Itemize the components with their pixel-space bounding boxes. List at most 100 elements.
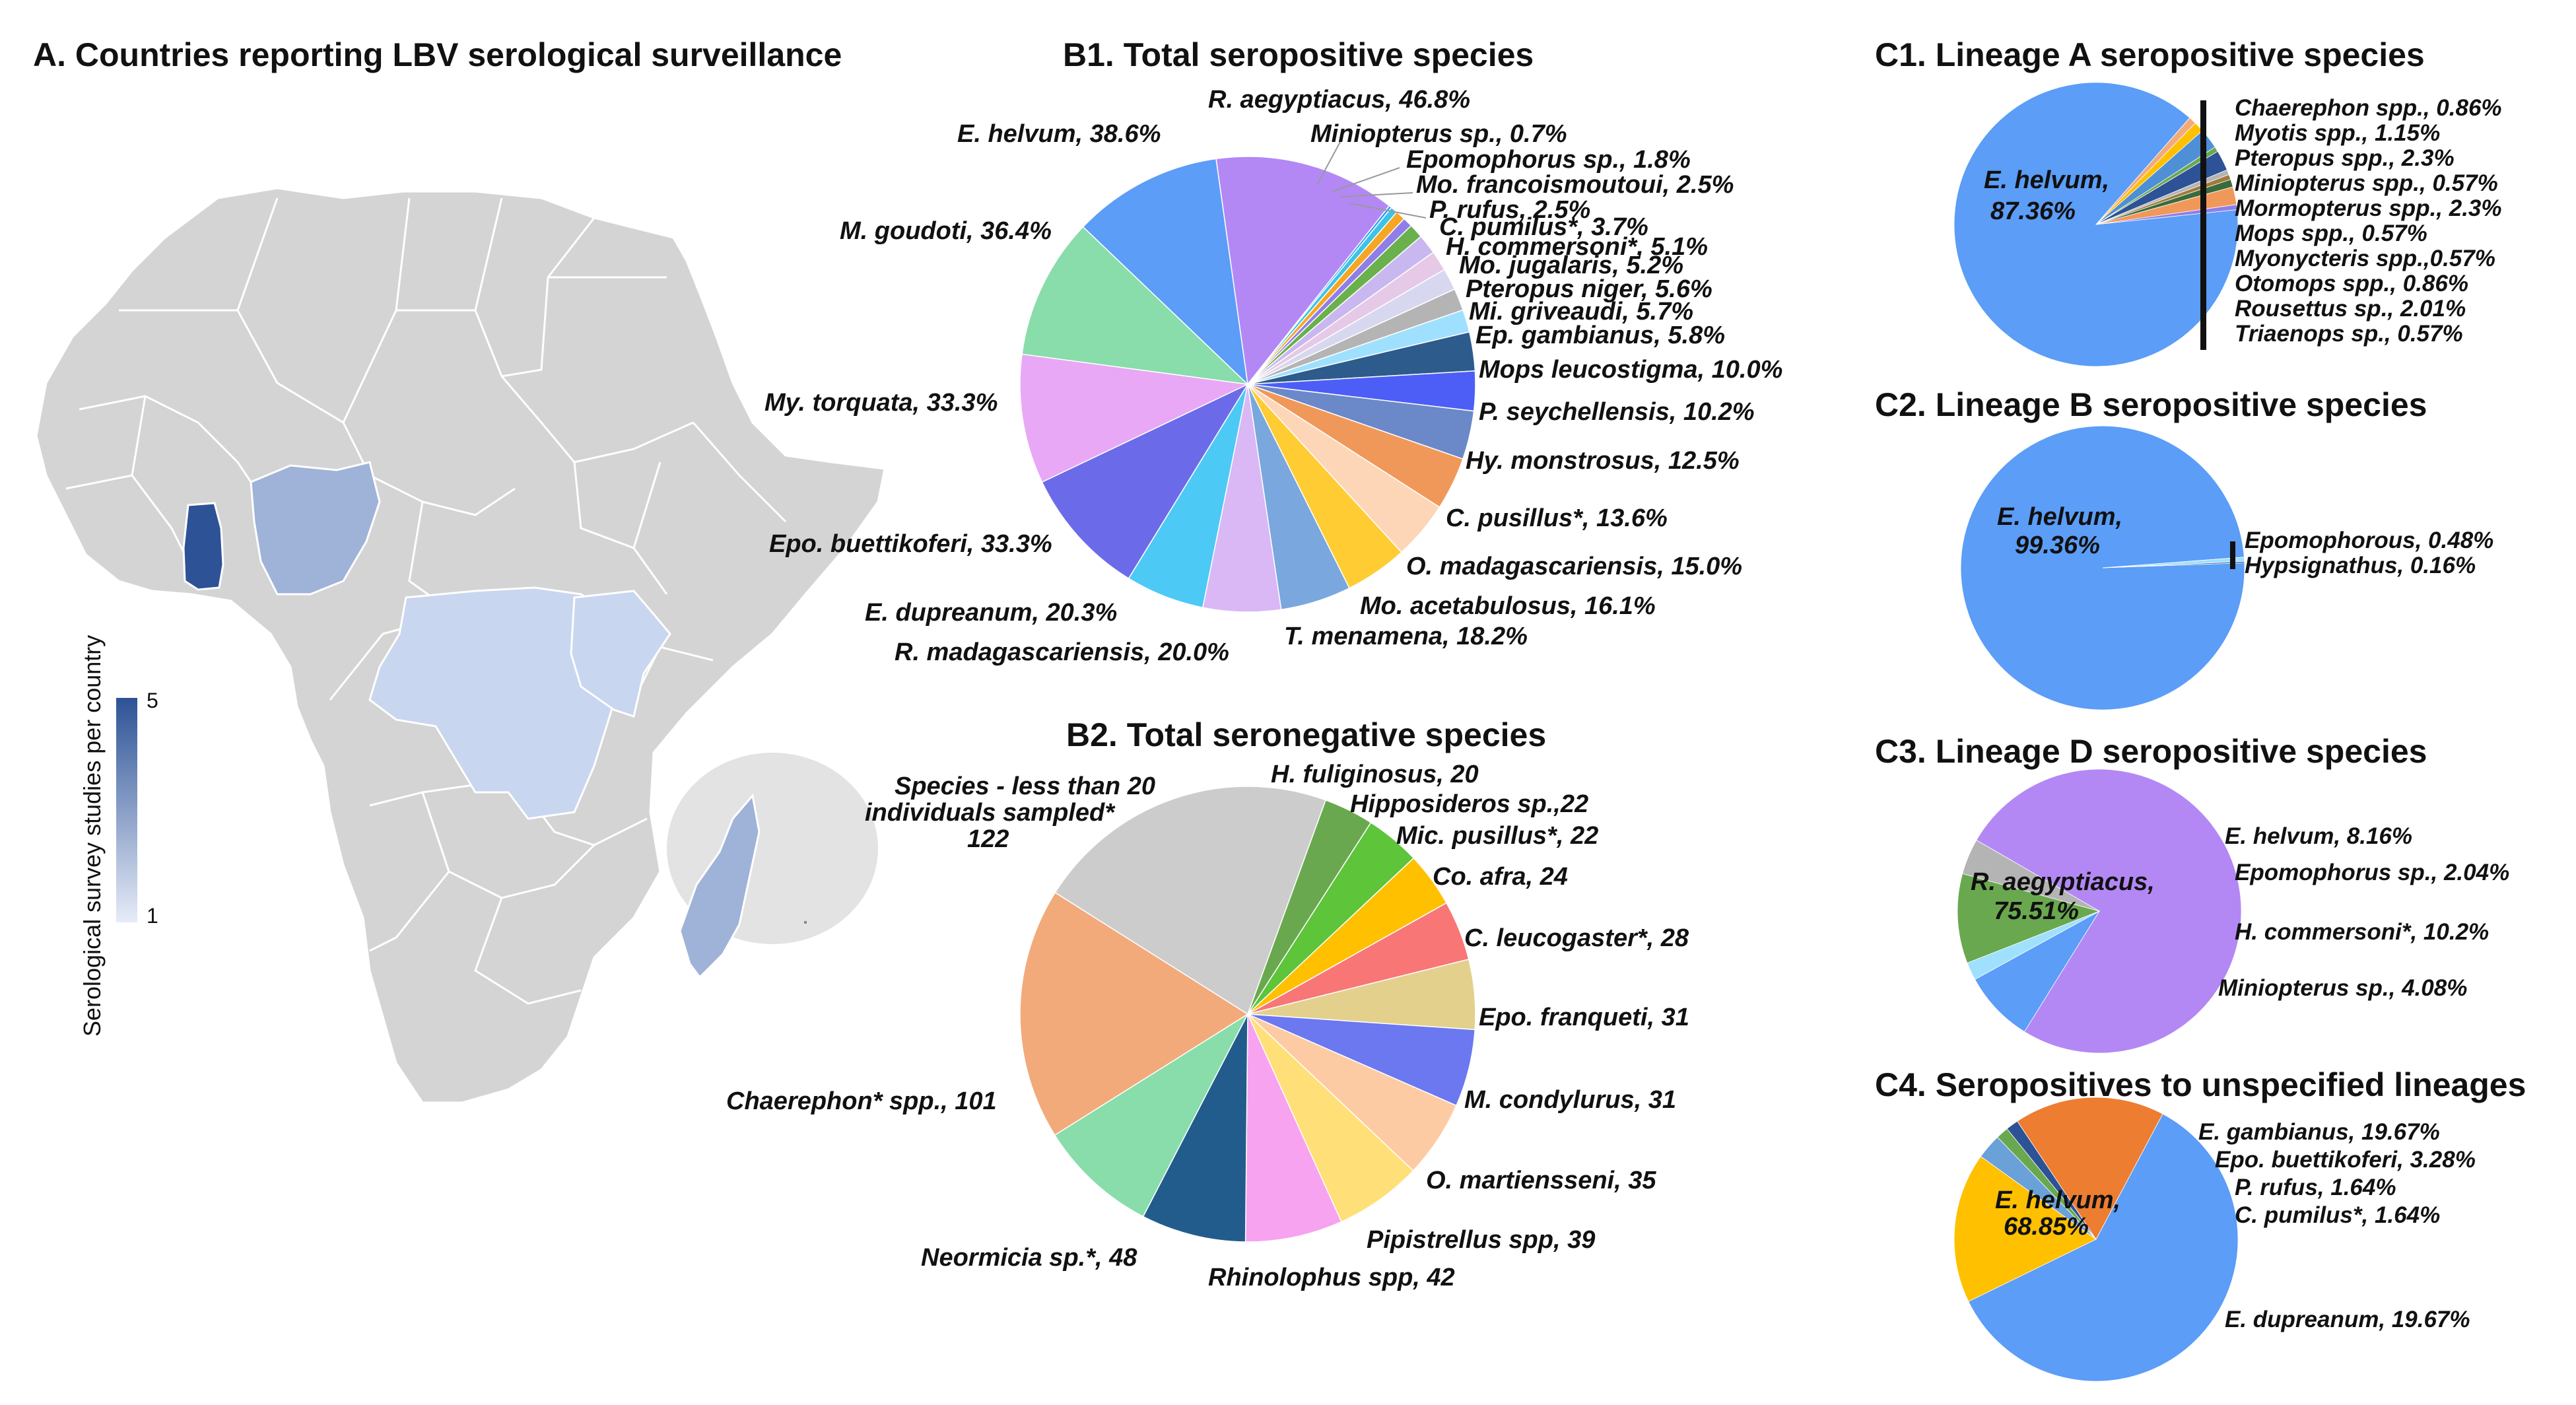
b1-leader-line-2 xyxy=(1339,192,1413,197)
b1-label-8: Pteropus niger, 5.6% xyxy=(1466,275,1712,303)
pie-c3-title: C3. Lineage D seropositive species xyxy=(1875,733,2427,770)
legend-max: 5 xyxy=(147,689,158,712)
pie-c1-labels: E. helvum, 87.36% Chaerephon spp., 0.86%… xyxy=(1984,95,2502,350)
b2-label-1: Hipposideros sp.,22 xyxy=(1350,790,1588,818)
c4-center-label-1: E. helvum, xyxy=(1995,1186,2120,1214)
pie-b2-labels: H. fuliginosus, 20 Hipposideros sp.,22 M… xyxy=(726,761,1689,1291)
c2-center-label-1: E. helvum, xyxy=(1997,503,2122,531)
pie-b2 xyxy=(1019,786,1476,1243)
c3-slice-4 xyxy=(1962,839,2100,912)
country-nigeria xyxy=(250,461,381,596)
c1-side-label-2: Pteropus spp., 2.3% xyxy=(2235,145,2455,171)
b1-label-0: R. aegyptiacus, 46.8% xyxy=(1208,86,1470,114)
c4-label-5: E. dupreanum, 19.67% xyxy=(2225,1307,2470,1332)
b1-label-6: H. commersoni*, 5.1% xyxy=(1446,233,1708,261)
b2-label-7: O. martiensseni, 35 xyxy=(1426,1167,1656,1194)
c4-label-4: C. pumilus*, 1.64% xyxy=(2235,1202,2440,1228)
c3-slice-1 xyxy=(1974,910,2101,1033)
b1-label-17: T. menamena, 18.2% xyxy=(1284,623,1528,650)
b1-leader-line-3 xyxy=(1349,203,1427,219)
c3-label-2: Epomophorus sp., 2.04% xyxy=(2235,860,2509,885)
c4-label-1: E. gambianus, 19.67% xyxy=(2198,1119,2440,1145)
pie-c4 xyxy=(1953,1097,2239,1382)
b1-slice-20 xyxy=(1041,383,1249,580)
c1-side-label-0: Chaerephon spp., 0.86% xyxy=(2235,95,2502,121)
c1-side-label-7: Otomops spp., 0.86% xyxy=(2235,271,2468,296)
c2-bracket xyxy=(2230,541,2235,569)
b1-label-14: C. pusillus*, 13.6% xyxy=(1446,504,1668,532)
b1-leader-line-0 xyxy=(1316,141,1341,186)
b1-label-23: E. helvum, 38.6% xyxy=(957,120,1161,148)
b1-label-2: Epomophorus sp., 1.8% xyxy=(1406,146,1691,174)
b2-label-3: Co. afra, 24 xyxy=(1433,863,1568,891)
c3-center-label-1: R. aegyptiacus, xyxy=(1971,868,2155,896)
b1-label-13: Hy. monstrosus, 12.5% xyxy=(1466,447,1740,475)
b2-label-2: Mic. pusillus*, 22 xyxy=(1396,822,1598,850)
c3-center-label-2: 75.51% xyxy=(1994,897,2079,925)
pie-c2-title: C2. Lineage B seropositive species xyxy=(1875,386,2427,423)
pie-c4-title: C4. Seropositives to unspecified lineage… xyxy=(1875,1066,2526,1103)
c2-side-label-0: Epomophorous, 0.48% xyxy=(2245,528,2493,553)
c4-label-2: Epo. buettikoferi, 3.28% xyxy=(2215,1147,2476,1173)
b1-label-1: Miniopterus sp., 0.7% xyxy=(1310,120,1567,148)
b1-label-7: Mo. jugalaris, 5.2% xyxy=(1459,252,1683,279)
b1-label-19: E. dupreanum, 20.3% xyxy=(865,599,1117,627)
c3-label-1: E. helvum, 8.16% xyxy=(2225,823,2412,849)
b2-label-5: Epo. franqueti, 31 xyxy=(1479,1004,1689,1031)
b2-label-0: H. fuliginosus, 20 xyxy=(1271,761,1479,788)
country-ghana xyxy=(182,502,224,591)
pie-c1-title: C1. Lineage A seropositive species xyxy=(1875,36,2425,73)
c2-slice-2 xyxy=(2102,561,2245,568)
b1-label-12: P. seychellensis, 10.2% xyxy=(1479,398,1755,426)
b1-label-15: O. madagascariensis, 15.0% xyxy=(1406,553,1742,580)
c1-side-label-3: Miniopterus spp., 0.57% xyxy=(2235,170,2498,196)
pie-c3 xyxy=(1957,769,2242,1054)
c4-label-3: P. rufus, 1.64% xyxy=(2235,1175,2396,1200)
b2-slice-10 xyxy=(1054,1012,1249,1217)
b2-big-label-line3: 122 xyxy=(967,825,1009,853)
b2-slice-9 xyxy=(1142,1013,1248,1243)
country-kenya xyxy=(570,590,671,718)
c3-label-3: H. commersoni*, 10.2% xyxy=(2235,919,2489,945)
b2-label-4: C. leucogaster*, 28 xyxy=(1464,924,1689,952)
c3-slice-0 xyxy=(1976,769,2242,1054)
b2-label-9: Rhinolophus spp, 42 xyxy=(1208,1264,1455,1291)
c3-label-4: Miniopterus sp., 4.08% xyxy=(2218,975,2467,1001)
b2-label-10: Neormicia sp.*, 48 xyxy=(921,1244,1137,1272)
c1-side-label-1: Myotis spp., 1.15% xyxy=(2235,120,2440,146)
pie-b1 xyxy=(1019,141,1476,613)
b2-slice-7 xyxy=(1247,1013,1414,1223)
b1-label-9: Mi. griveaudi, 5.7% xyxy=(1469,298,1693,326)
b2-slice-11 xyxy=(1019,891,1249,1136)
b2-label-8: Pipistrellus spp, 39 xyxy=(1367,1226,1595,1254)
b1-label-5: C. pumilus*, 3.7% xyxy=(1439,213,1648,241)
c1-side-label-8: Rousettus sp., 2.01% xyxy=(2235,296,2466,322)
b2-big-label-line2: individuals sampled* xyxy=(865,799,1116,827)
africa-map xyxy=(35,187,886,1104)
b1-label-11: Mops leucostigma, 10.0% xyxy=(1479,356,1782,384)
country-madagascar xyxy=(679,793,761,979)
b1-leader-line-1 xyxy=(1332,167,1400,192)
b2-slice-8 xyxy=(1244,1013,1342,1243)
island-dot xyxy=(804,921,807,924)
b1-label-22: M. goudoti, 36.4% xyxy=(840,217,1052,245)
pie-c2-labels: E. helvum, 99.36% Epomophorous, 0.48% Hy… xyxy=(1997,503,2493,578)
b1-label-10: Ep. gambianus, 5.8% xyxy=(1475,322,1725,349)
b1-label-4: P. rufus, 2.5% xyxy=(1429,196,1590,224)
b2-slice-12 xyxy=(1054,786,1326,1015)
b1-slice-22 xyxy=(1021,226,1250,386)
c2-center-label-2: 99.36% xyxy=(2015,531,2100,559)
pie-b1-labels: R. aegyptiacus, 46.8% Miniopterus sp., 0… xyxy=(764,86,1782,666)
b1-label-18: R. madagascariensis, 20.0% xyxy=(895,638,1229,666)
pie-b2-title: B2. Total seronegative species xyxy=(1066,716,1546,753)
c3-slice-3 xyxy=(1957,873,2101,964)
pie-c4-labels: E. helvum, 68.85% E. gambianus, 19.67% E… xyxy=(1995,1119,2476,1332)
b1-label-3: Mo. francoismoutoui, 2.5% xyxy=(1416,171,1734,199)
c2-slice-0 xyxy=(1960,425,2245,710)
pie-b1-title: B1. Total seropositive species xyxy=(1063,36,1534,73)
c4-slice-1 xyxy=(1953,1155,2097,1302)
pie-c2 xyxy=(1960,425,2245,710)
pie-c3-labels: R. aegyptiacus, 75.51% E. helvum, 8.16% … xyxy=(1971,823,2509,1001)
c1-center-label-2: 87.36% xyxy=(1990,197,2076,225)
legend-gradient-bar xyxy=(116,698,137,922)
